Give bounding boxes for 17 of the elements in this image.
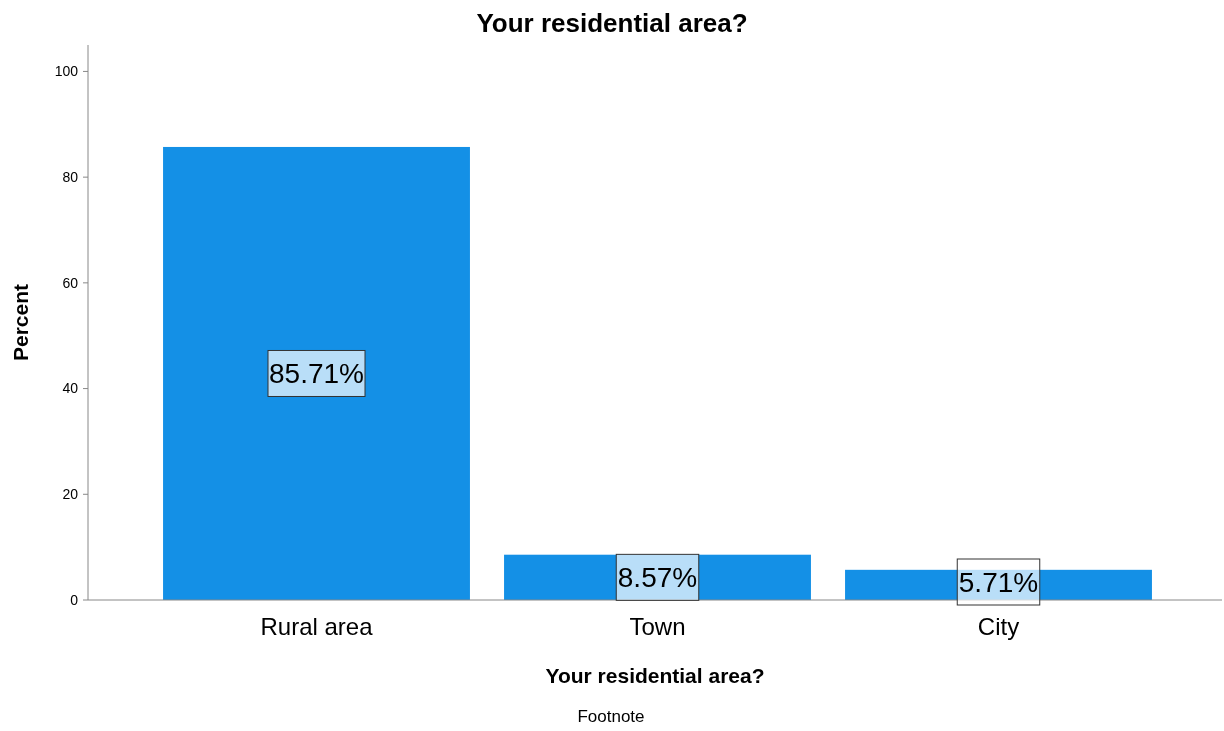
y-tick-label: 0 (70, 591, 79, 608)
x-axis-title: Your residential area? (545, 664, 765, 687)
data-label: 8.57% (617, 562, 698, 594)
x-tick-label: Town (629, 613, 686, 640)
bar (163, 146, 470, 600)
data-label: 5.71% (958, 566, 1039, 598)
y-tick-label: 20 (62, 486, 79, 503)
data-label: 85.71% (269, 358, 364, 390)
chart-title: Your residential area? (476, 8, 748, 38)
y-tick-label: 100 (54, 63, 79, 80)
x-tick-label: Rural area (260, 613, 374, 640)
y-tick-label: 80 (62, 169, 79, 186)
x-tick-label: City (977, 613, 1020, 640)
y-tick-label: 40 (62, 380, 79, 397)
y-axis-title: Percent (9, 283, 32, 362)
y-tick-label: 60 (62, 274, 79, 291)
text: Footnote (577, 707, 645, 726)
